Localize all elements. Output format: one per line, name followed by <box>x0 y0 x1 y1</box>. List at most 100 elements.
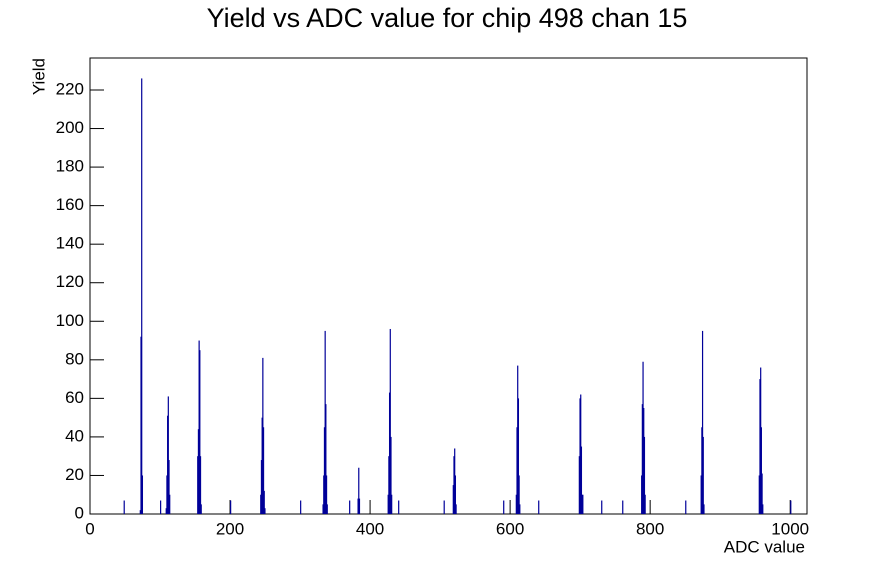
y-tick-label: 20 <box>65 465 84 484</box>
bar <box>582 494 584 514</box>
y-tick-label: 0 <box>75 503 84 522</box>
bar <box>641 404 643 514</box>
bar <box>326 504 328 514</box>
bar <box>758 475 760 514</box>
y-tick-label: 160 <box>56 195 84 214</box>
bar <box>323 427 326 514</box>
bar <box>643 436 646 514</box>
bar <box>517 398 520 514</box>
bar <box>325 404 327 514</box>
bar <box>165 508 167 514</box>
y-tick-label: 200 <box>56 118 84 137</box>
bar <box>387 494 389 514</box>
bar <box>503 500 505 514</box>
x-tick-label: 800 <box>636 519 664 538</box>
bar <box>579 398 581 514</box>
bar <box>322 504 324 514</box>
bar <box>389 328 391 514</box>
bar <box>391 494 393 514</box>
bar <box>454 475 457 514</box>
bar <box>519 504 521 514</box>
y-tick-label: 220 <box>56 79 84 98</box>
bar <box>263 490 265 514</box>
x-axis-label: ADC value <box>724 537 805 556</box>
bar <box>230 500 232 514</box>
bar <box>518 475 520 514</box>
bar <box>260 494 262 514</box>
bar <box>538 500 540 514</box>
bar <box>261 417 263 514</box>
bar <box>581 494 583 514</box>
bar <box>700 475 702 514</box>
bar <box>703 504 705 514</box>
bar <box>760 367 762 514</box>
bar <box>759 379 761 514</box>
bar <box>702 436 704 514</box>
bar <box>642 361 644 514</box>
bar <box>197 429 200 514</box>
y-tick-label: 40 <box>65 426 84 445</box>
bar <box>199 456 202 514</box>
bar <box>300 500 302 514</box>
y-tick-label: 100 <box>56 311 84 330</box>
bar <box>454 448 456 514</box>
bar <box>123 500 125 514</box>
bar <box>517 365 519 514</box>
bar <box>264 508 266 514</box>
bar <box>357 498 359 514</box>
bar <box>262 427 265 514</box>
bar <box>601 500 603 514</box>
bar <box>169 494 171 514</box>
bar <box>580 394 582 514</box>
bar <box>516 427 518 514</box>
bar <box>167 396 169 514</box>
x-tick-label: 0 <box>85 519 94 538</box>
bar <box>197 456 199 514</box>
y-tick-label: 80 <box>65 349 84 368</box>
y-tick-label: 120 <box>56 272 84 291</box>
bar <box>388 456 390 514</box>
bar <box>790 500 792 514</box>
bar <box>443 500 445 514</box>
bar <box>141 78 143 515</box>
bar <box>325 475 328 514</box>
bar <box>641 475 643 514</box>
bar <box>323 475 325 514</box>
x-tick-label: 600 <box>496 519 524 538</box>
bar <box>578 456 580 514</box>
y-tick-label: 180 <box>56 157 84 176</box>
x-tick-label: 200 <box>216 519 244 538</box>
bar <box>622 500 624 514</box>
chart-title: Yield vs ADC value for chip 498 chan 15 <box>207 3 688 33</box>
bar <box>398 500 400 514</box>
x-tick-label: 1000 <box>771 519 809 538</box>
bar <box>166 475 168 514</box>
x-tick-label: 400 <box>356 519 384 538</box>
bar <box>358 467 360 514</box>
bar <box>685 500 687 514</box>
bar <box>762 504 764 514</box>
bar <box>643 407 645 514</box>
y-tick-label: 140 <box>56 234 84 253</box>
bar <box>453 456 455 514</box>
bar <box>644 494 646 514</box>
bar <box>200 504 202 514</box>
bar <box>390 436 392 514</box>
bar <box>701 427 703 514</box>
bar <box>701 330 704 514</box>
bar <box>452 485 454 514</box>
bar <box>515 494 517 514</box>
y-tick-label: 60 <box>65 388 84 407</box>
bar <box>760 427 762 514</box>
bar <box>160 500 162 514</box>
bar <box>199 350 201 514</box>
bar <box>455 504 457 514</box>
bar <box>324 330 326 514</box>
bar <box>139 510 141 514</box>
bar <box>198 340 200 514</box>
bar <box>349 500 351 514</box>
bar <box>141 475 144 514</box>
bar <box>761 473 763 514</box>
